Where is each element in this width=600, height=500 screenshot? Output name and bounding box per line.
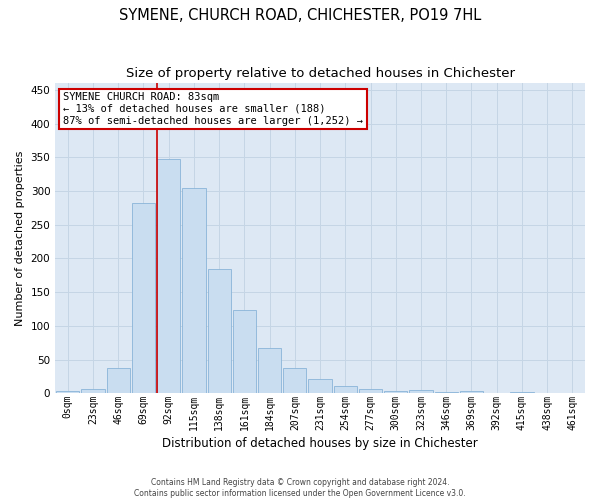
Bar	[157, 158, 181, 394]
Bar	[561, 392, 584, 394]
Title: Size of property relative to detached houses in Chichester: Size of property relative to detached ho…	[125, 68, 515, 80]
X-axis label: Distribution of detached houses by size in Chichester: Distribution of detached houses by size …	[162, 437, 478, 450]
Bar	[233, 310, 256, 394]
Text: SYMENE CHURCH ROAD: 83sqm
← 13% of detached houses are smaller (188)
87% of semi: SYMENE CHURCH ROAD: 83sqm ← 13% of detac…	[63, 92, 363, 126]
Bar	[132, 203, 155, 394]
Bar	[308, 378, 332, 394]
Bar	[283, 368, 307, 394]
Bar	[511, 392, 533, 394]
Bar	[460, 390, 483, 394]
Bar	[208, 268, 231, 394]
Bar	[258, 348, 281, 394]
Bar	[409, 390, 433, 394]
Bar	[107, 368, 130, 394]
Text: Contains HM Land Registry data © Crown copyright and database right 2024.
Contai: Contains HM Land Registry data © Crown c…	[134, 478, 466, 498]
Bar	[536, 392, 559, 394]
Bar	[485, 392, 508, 394]
Bar	[359, 388, 382, 394]
Bar	[82, 390, 104, 394]
Bar	[434, 392, 458, 394]
Bar	[334, 386, 357, 394]
Bar	[56, 392, 79, 394]
Y-axis label: Number of detached properties: Number of detached properties	[15, 150, 25, 326]
Bar	[384, 390, 407, 394]
Bar	[182, 188, 206, 394]
Text: SYMENE, CHURCH ROAD, CHICHESTER, PO19 7HL: SYMENE, CHURCH ROAD, CHICHESTER, PO19 7H…	[119, 8, 481, 22]
